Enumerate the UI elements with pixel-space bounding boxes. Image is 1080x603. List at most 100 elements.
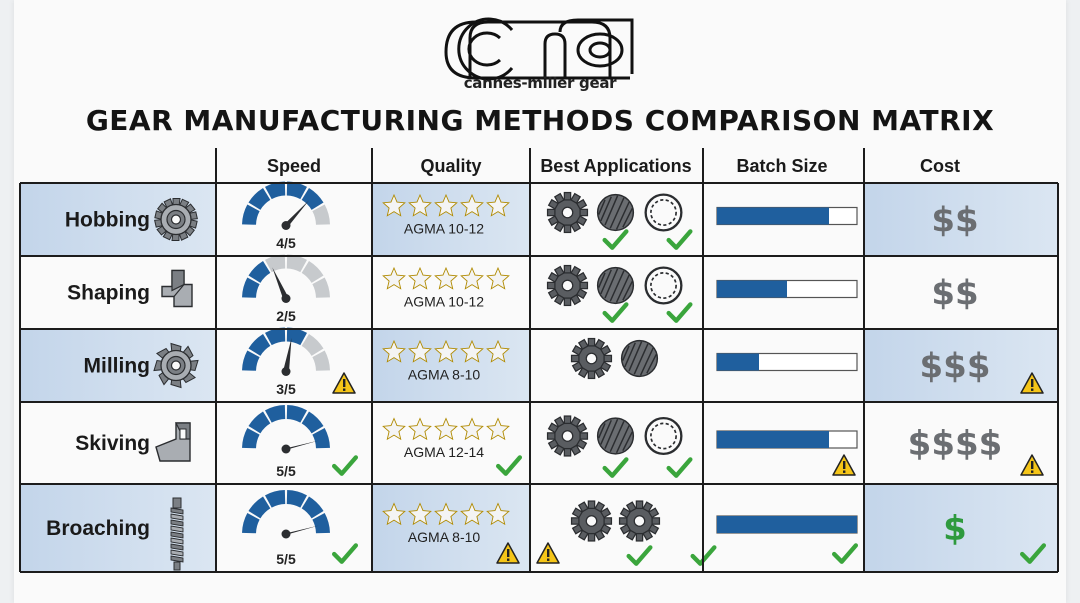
check-icon <box>334 457 356 473</box>
gauge-needle <box>283 440 319 449</box>
warning-icon <box>536 542 560 564</box>
check-icon <box>834 545 856 561</box>
check-icon <box>669 231 691 247</box>
gauge-segment-on <box>286 490 307 508</box>
broach-tool-icon <box>170 497 184 571</box>
gauge-segment-off <box>312 350 330 371</box>
star-full-icon <box>408 267 432 290</box>
speed-score: 5/5 <box>276 463 296 479</box>
star-half-icon <box>486 267 510 290</box>
cost-rating: $$ <box>931 274 978 314</box>
internal-spline-icon <box>570 500 613 542</box>
shaper-cutter-icon <box>161 269 193 308</box>
star-outline <box>382 418 406 440</box>
check-icon <box>629 547 651 563</box>
gauge-segment-on <box>242 204 260 225</box>
gauge-segment-on <box>286 405 307 423</box>
speed-gauge <box>242 327 330 376</box>
column-header-cost: Cost <box>920 156 960 176</box>
gauge-segment-on <box>301 411 324 434</box>
internal-gear-icon <box>644 416 683 456</box>
gauge-segment-on <box>265 405 286 423</box>
star-outline <box>434 418 458 440</box>
skiving-tool-icon <box>155 422 191 462</box>
speed-gauge <box>242 490 330 539</box>
gauge-hub <box>281 294 291 303</box>
internal-gear-icon <box>644 193 683 232</box>
gauge-segment-off <box>265 254 286 273</box>
helical-gear-icon <box>596 417 635 455</box>
gauge-segment-on <box>248 333 271 356</box>
gauge-segment-off <box>301 260 324 283</box>
speed-gauge <box>242 181 330 230</box>
gauge-segment-on <box>286 327 307 346</box>
gauge-segment-on <box>265 181 286 200</box>
matrix-row-shaping: Shaping 2/5 AGMA 10-12 $$ <box>67 254 979 324</box>
speed-score: 3/5 <box>276 381 296 397</box>
gauge-segment-on <box>301 496 324 519</box>
method-name: Skiving <box>75 432 150 455</box>
milling-cutter-icon <box>153 342 199 389</box>
gauge-segment-on <box>265 490 286 508</box>
gauge-segment-on <box>248 187 271 210</box>
star-outline <box>486 267 510 290</box>
gauge-needle <box>283 337 292 372</box>
star-outline <box>434 267 458 290</box>
cost-rating: $ <box>943 509 967 549</box>
method-name: Hobbing <box>65 209 150 232</box>
check-icon <box>605 459 627 475</box>
gauge-segment-on <box>286 181 307 200</box>
column-header-batch-size: Batch Size <box>736 156 827 176</box>
gauge-segment-off <box>312 277 330 298</box>
gauge-hub <box>281 367 291 376</box>
check-icon <box>605 231 627 247</box>
gauge-segment-off <box>312 204 330 225</box>
cost-rating: $$$ <box>920 347 991 387</box>
spur-gear-icon <box>546 264 589 307</box>
matrix-row-milling: Milling 3/5 AGMA 8-10 $$$ <box>84 327 1044 397</box>
warning-icon <box>832 454 856 476</box>
star-full-icon <box>460 267 484 290</box>
gauge-segment-on <box>265 327 286 346</box>
gauge-segment-off <box>286 254 307 273</box>
gauge-segment-on <box>301 187 324 210</box>
matrix-row-broaching: Broaching 5/5 AGMA 8-10 $ <box>46 490 1044 571</box>
gauge-hub <box>281 221 291 230</box>
method-name: Broaching <box>46 517 150 540</box>
gauge-segment-on <box>312 513 330 534</box>
method-name: Shaping <box>67 282 150 305</box>
column-header-best-applications: Best Applications <box>540 156 691 176</box>
gauge-segment-on <box>242 428 260 449</box>
star-full-icon <box>408 418 432 440</box>
external-gear-icon <box>618 500 661 542</box>
star-full-icon <box>460 418 484 440</box>
spur-gear-icon <box>546 191 589 234</box>
warning-icon <box>332 372 356 394</box>
gauge-segment-on <box>248 411 271 434</box>
agma-grade: AGMA 12-14 <box>404 444 484 460</box>
helical-gear-icon <box>620 339 659 378</box>
star-outline <box>486 418 510 440</box>
batch-size-fill <box>717 280 787 298</box>
check-icon <box>669 459 691 475</box>
batch-size-fill <box>717 353 759 371</box>
gauge-needle <box>283 525 319 534</box>
gauge-segment-on <box>242 513 260 534</box>
gauge-segment-on <box>242 350 260 371</box>
helical-gear-icon <box>596 193 635 232</box>
internal-gear-icon <box>644 266 683 305</box>
column-header-speed: Speed <box>267 156 321 176</box>
matrix-row-skiving: Skiving 5/5 AGMA 12-14 $$$$ <box>75 405 1044 479</box>
gauge-segment-on <box>248 260 271 283</box>
gauge-segment-on <box>242 277 260 298</box>
star-outline <box>460 267 484 290</box>
gauge-segment-on <box>248 496 271 519</box>
speed-score: 5/5 <box>276 551 296 567</box>
matrix-row-hobbing: Hobbing 4/5 AGMA 10-12 $$ <box>65 181 979 251</box>
check-icon <box>669 304 691 320</box>
page-title: GEAR MANUFACTURING METHODS COMPARISON MA… <box>85 104 995 137</box>
speed-score: 4/5 <box>276 235 296 251</box>
brand-name: cannes-miller gear <box>463 74 617 92</box>
star-full-icon <box>434 267 458 290</box>
